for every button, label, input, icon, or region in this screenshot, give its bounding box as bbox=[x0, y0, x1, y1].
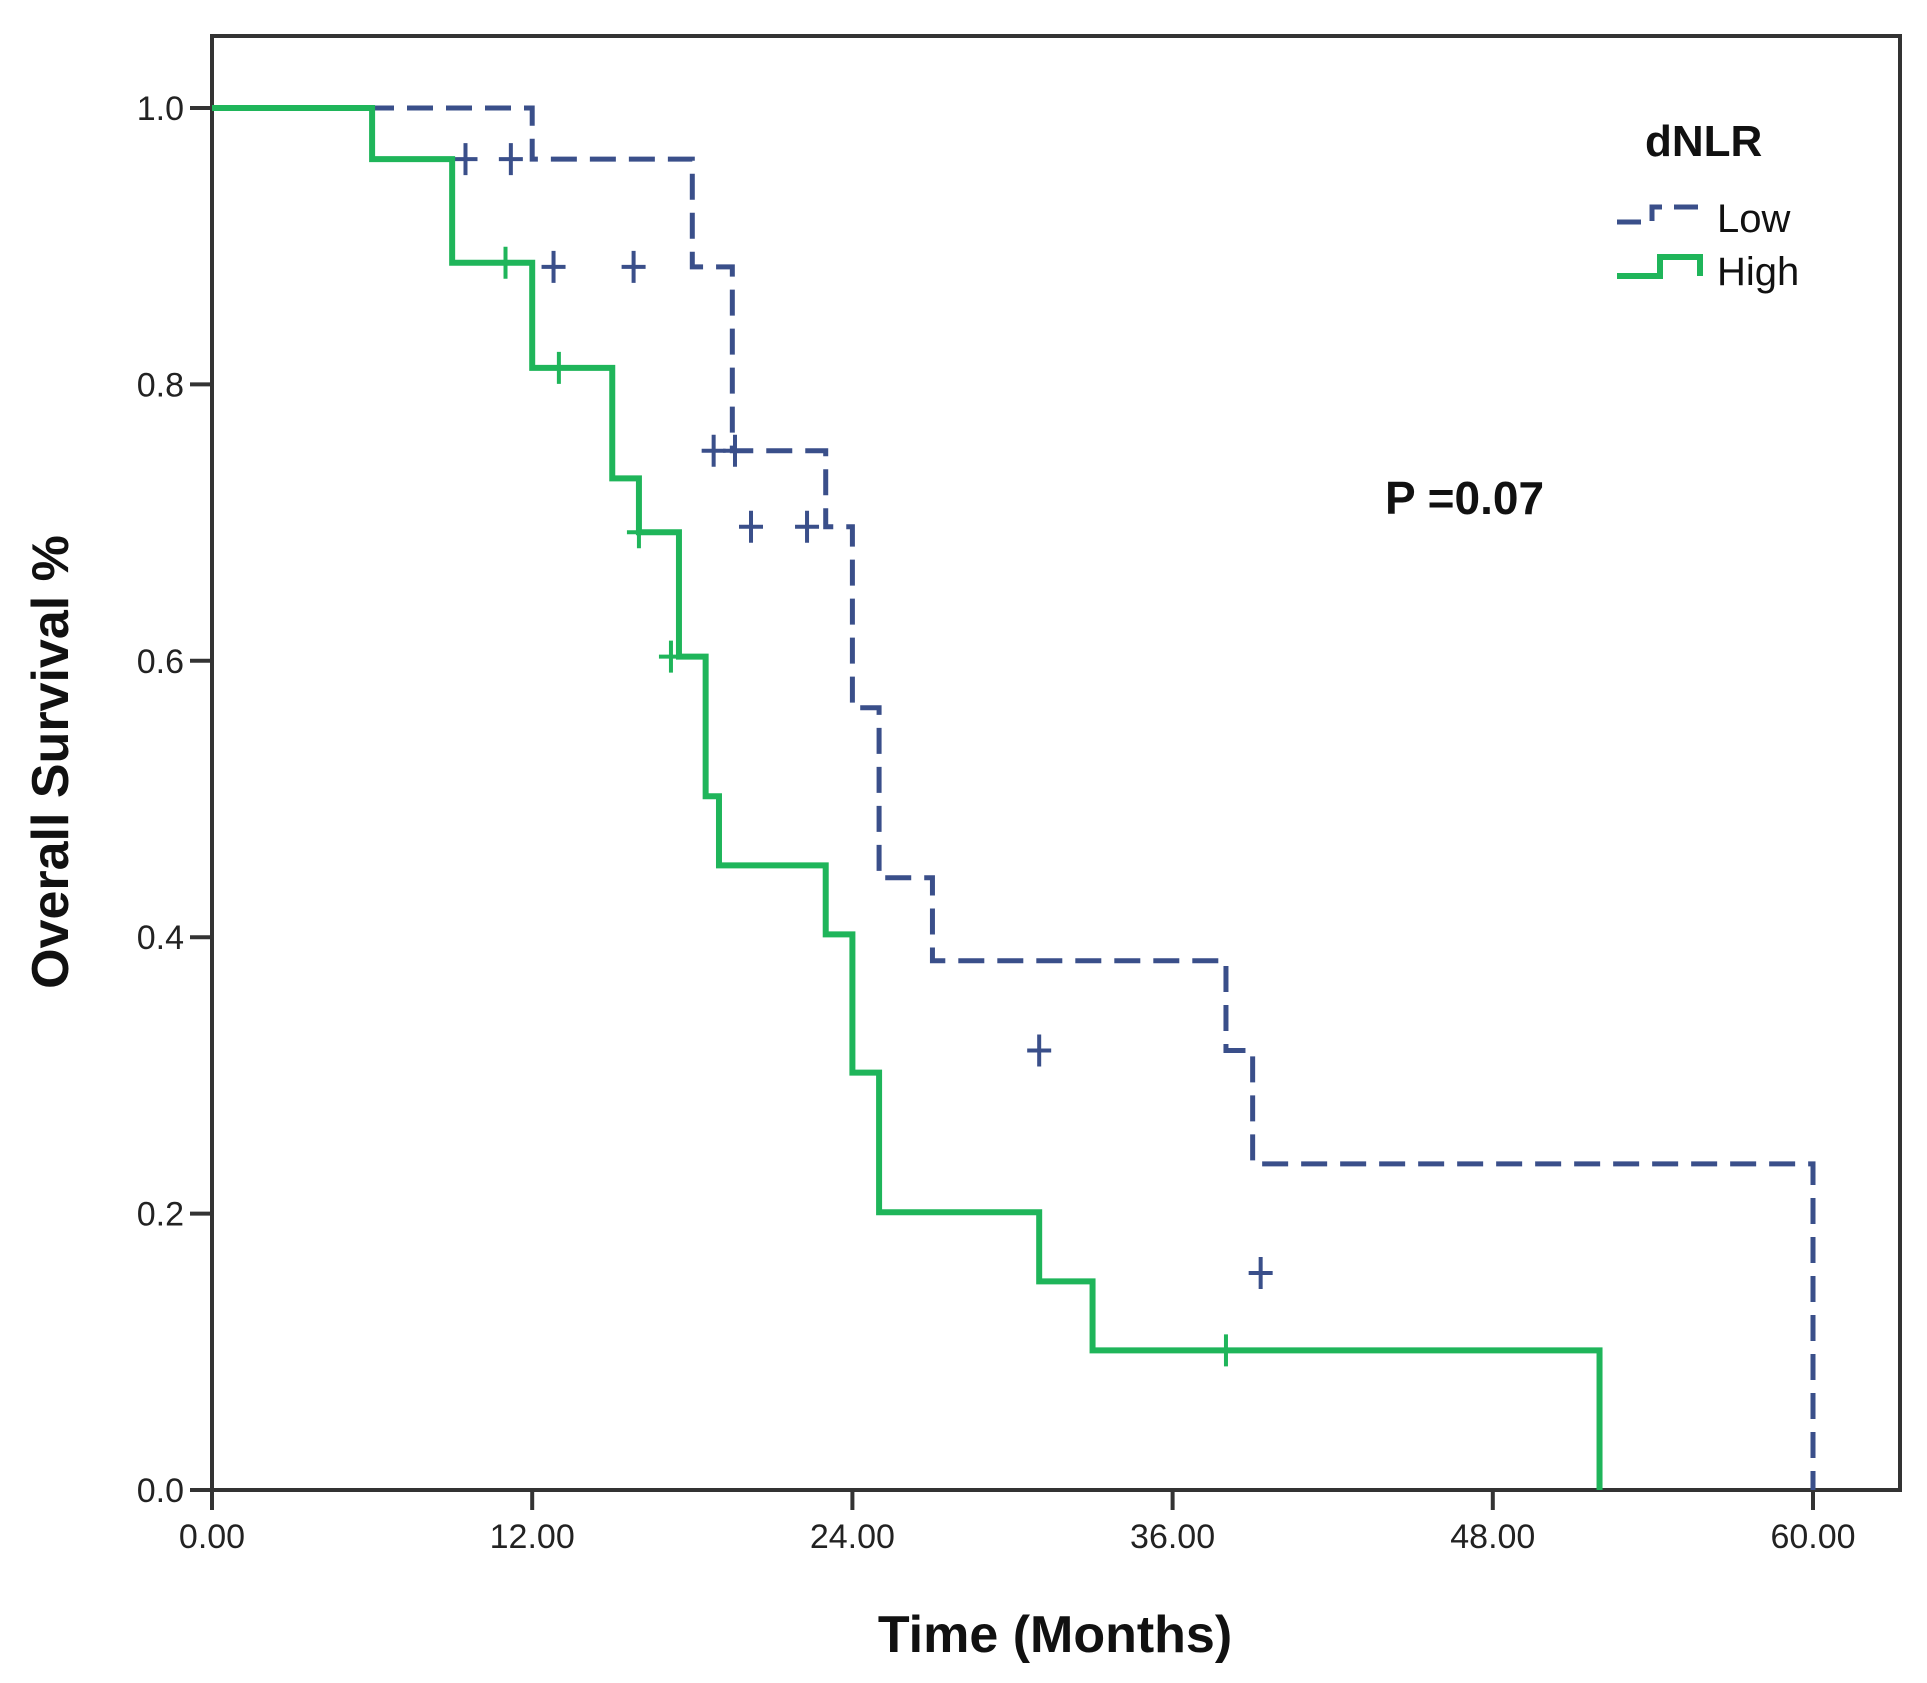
censor-mark-low bbox=[1248, 1257, 1273, 1290]
censor-mark-low bbox=[453, 143, 478, 176]
x-axis: 0.00 12.00 24.00 36.00 48.00 60.00 bbox=[179, 1490, 1856, 1556]
x-axis-title: Time (Months) bbox=[878, 1606, 1232, 1664]
censor-mark-low bbox=[1027, 1034, 1052, 1067]
x-tick-label: 12.00 bbox=[490, 1518, 575, 1556]
x-tick-label: 60.00 bbox=[1770, 1518, 1855, 1556]
y-tick-label: 1.0 bbox=[137, 90, 184, 128]
x-tick-label: 24.00 bbox=[810, 1518, 895, 1556]
y-axis-title: Overall Survival % bbox=[22, 535, 80, 989]
legend-swatch-low bbox=[1617, 204, 1700, 225]
censor-mark-low bbox=[498, 143, 523, 176]
y-axis: 0.0 0.2 0.4 0.6 0.8 1.0 bbox=[137, 90, 212, 1510]
legend: dNLR Low High bbox=[1617, 117, 1799, 294]
p-value-annotation: P =0.07 bbox=[1385, 472, 1544, 524]
censor-mark-low bbox=[739, 510, 764, 543]
y-tick-label: 0.4 bbox=[137, 919, 184, 957]
y-tick-label: 0.6 bbox=[137, 643, 184, 681]
legend-label-low: Low bbox=[1717, 197, 1790, 241]
y-tick-label: 0.0 bbox=[137, 1472, 184, 1510]
y-tick-label: 0.8 bbox=[137, 366, 184, 404]
censor-mark-high bbox=[658, 640, 683, 673]
censor-mark-high bbox=[626, 516, 651, 549]
legend-title: dNLR bbox=[1645, 117, 1762, 166]
plot-frame bbox=[210, 34, 1902, 1492]
censor-mark-high bbox=[493, 246, 518, 279]
censor-mark-high bbox=[546, 351, 571, 384]
censor-mark-low bbox=[621, 250, 646, 283]
censor-mark-high bbox=[1213, 1334, 1238, 1367]
x-tick-label: 0.00 bbox=[179, 1518, 245, 1556]
legend-label-high: High bbox=[1717, 250, 1799, 294]
series-layer bbox=[212, 105, 1816, 1490]
legend-swatch-high bbox=[1617, 254, 1703, 279]
x-tick-label: 36.00 bbox=[1130, 1518, 1215, 1556]
censor-mark-low bbox=[722, 434, 747, 467]
censor-mark-low bbox=[541, 250, 566, 283]
censor-mark-low bbox=[701, 434, 726, 467]
y-tick-label: 0.2 bbox=[137, 1196, 184, 1234]
x-tick-label: 48.00 bbox=[1450, 1518, 1535, 1556]
censor-mark-low bbox=[795, 510, 820, 543]
series-line-low bbox=[212, 105, 1816, 1490]
